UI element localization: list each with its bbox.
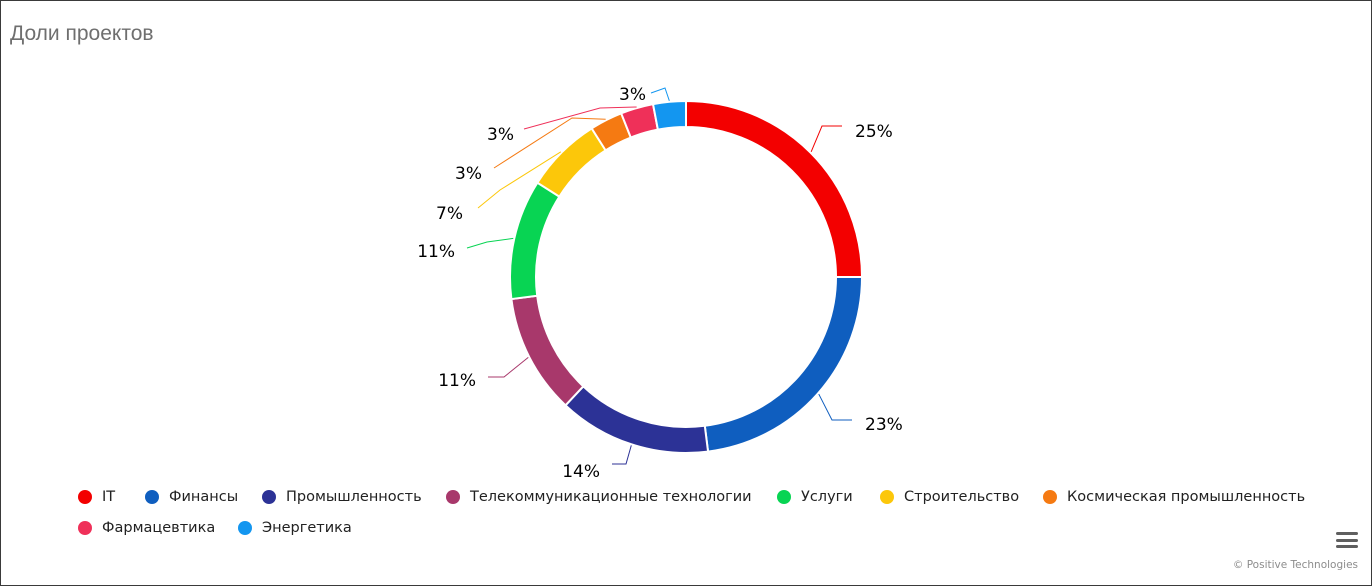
legend-item[interactable]: Телекоммуникационные технологии — [446, 489, 752, 505]
donut-slice[interactable] — [651, 99, 687, 131]
label-connector — [650, 87, 670, 101]
legend-marker — [78, 490, 92, 504]
legend-marker — [777, 490, 791, 504]
legend-marker — [238, 521, 252, 535]
legend-label: Энергетика — [262, 520, 352, 536]
data-label: 25% — [855, 122, 893, 142]
data-label: 11% — [438, 371, 476, 391]
data-label: 11% — [417, 242, 455, 262]
chart-title: Доли проектов — [10, 22, 154, 45]
donut-slice[interactable] — [536, 127, 608, 199]
legend-label: Космическая промышленность — [1067, 489, 1306, 505]
legend-item[interactable]: Космическая промышленность — [1043, 489, 1305, 505]
label-connector — [477, 151, 562, 209]
data-label: 3% — [619, 85, 646, 105]
label-connector — [493, 117, 606, 169]
label-connector — [466, 237, 514, 249]
legend-item[interactable]: Финансы — [145, 489, 238, 505]
data-label: 14% — [562, 462, 600, 482]
donut-slice[interactable] — [685, 99, 864, 278]
legend-item[interactable]: Промышленность — [262, 489, 422, 505]
donut-slice[interactable] — [509, 181, 561, 301]
legend-item[interactable]: IT — [78, 489, 115, 505]
legend-item[interactable]: Энергетика — [238, 520, 352, 536]
data-label: 3% — [455, 164, 482, 184]
legend-label: IT — [102, 489, 116, 505]
donut-slice[interactable] — [703, 276, 864, 453]
legend-label: Промышленность — [286, 489, 422, 505]
donut-slice[interactable] — [564, 384, 710, 454]
hamburger-menu-icon — [1336, 532, 1358, 535]
legend-item[interactable]: Услуги — [777, 489, 853, 505]
donut-slice[interactable] — [510, 294, 585, 407]
legend-label: Телекоммуникационные технологии — [470, 489, 752, 505]
label-connector — [612, 445, 632, 465]
legend-item[interactable]: Строительство — [880, 489, 1019, 505]
data-labels: 25%23%14%11%11%7%3%3%3% — [417, 85, 903, 482]
hamburger-menu-icon-line — [1336, 538, 1358, 542]
label-connector — [818, 393, 852, 421]
legend-label: Финансы — [169, 489, 239, 505]
legend-marker — [1043, 490, 1057, 504]
label-connector — [523, 106, 637, 130]
legend-marker — [880, 490, 894, 504]
legend-marker — [78, 521, 92, 535]
data-label: 23% — [865, 415, 903, 435]
legend-marker — [145, 490, 159, 504]
label-connector — [488, 356, 529, 378]
credits-text: © Positive Technologies — [1232, 559, 1358, 571]
donut-slices — [509, 99, 864, 454]
hamburger-menu-icon-line — [1336, 545, 1358, 548]
data-label: 3% — [487, 125, 514, 145]
legend-label: Строительство — [904, 489, 1020, 505]
legend-item[interactable]: Фармацевтика — [78, 520, 215, 536]
context-menu-button[interactable] — [1336, 532, 1358, 550]
legend-label: Фармацевтика — [102, 520, 216, 536]
label-connector — [810, 125, 842, 153]
legend-label: Услуги — [801, 489, 853, 505]
legend-marker — [262, 490, 276, 504]
legend-marker — [446, 490, 460, 504]
label-connectors — [466, 87, 852, 465]
data-label: 7% — [436, 204, 463, 224]
